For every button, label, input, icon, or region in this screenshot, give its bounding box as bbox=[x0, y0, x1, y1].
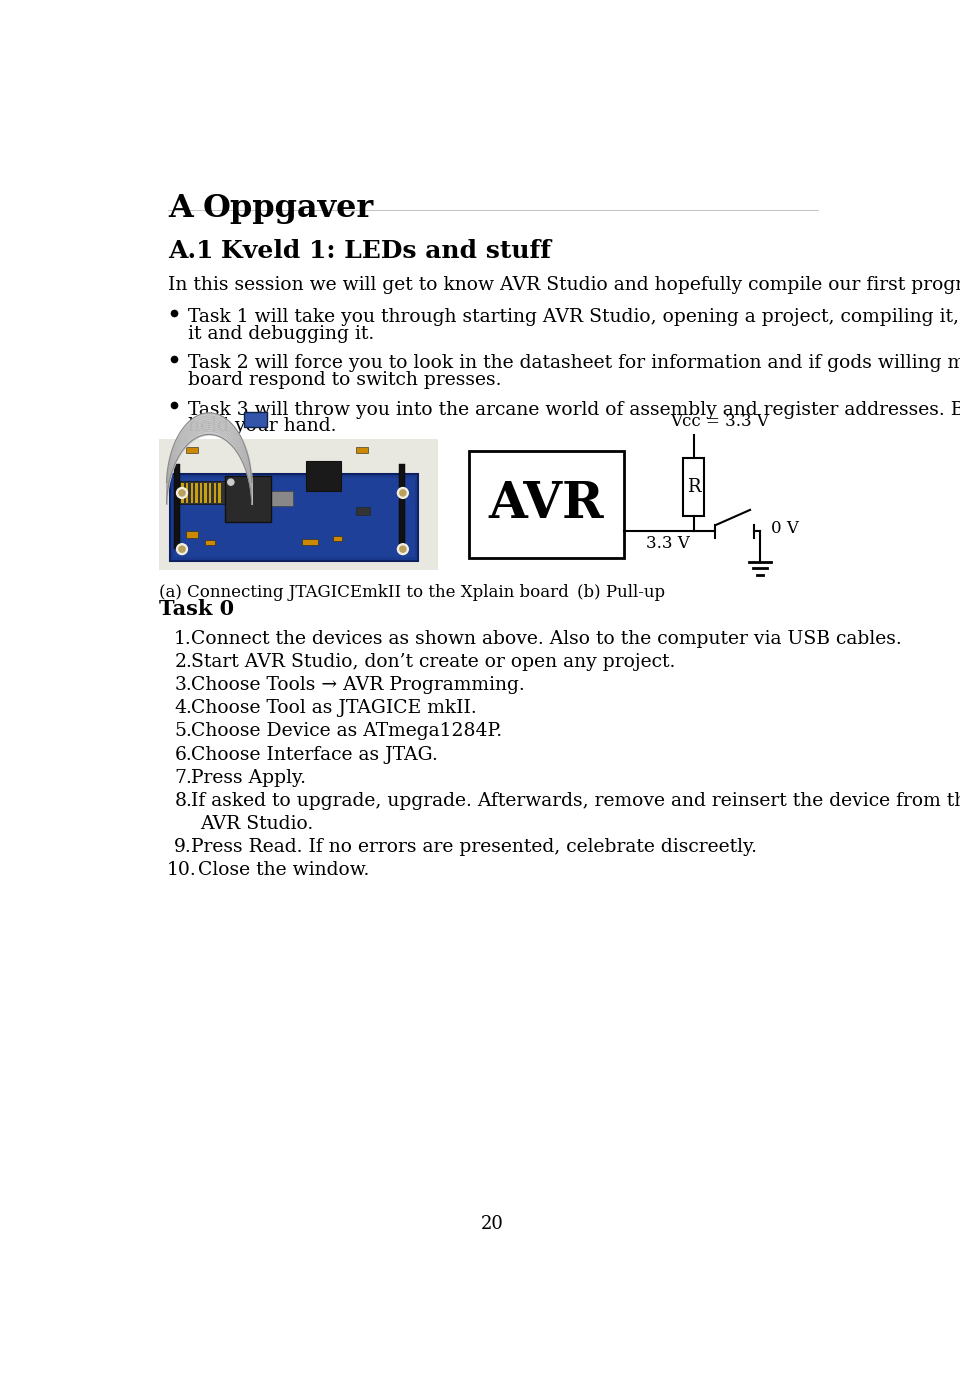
Bar bbox=[175, 465, 180, 549]
Bar bbox=[181, 483, 183, 503]
Bar bbox=[244, 412, 267, 427]
Text: (b) Pull-up: (b) Pull-up bbox=[577, 584, 665, 601]
Bar bbox=[158, 440, 438, 570]
Bar bbox=[200, 483, 203, 503]
Text: Kveld 1: LEDs and stuff: Kveld 1: LEDs and stuff bbox=[221, 239, 551, 263]
Bar bbox=[186, 532, 198, 538]
Text: AVR Studio.: AVR Studio. bbox=[201, 815, 314, 833]
Text: board respond to switch presses.: board respond to switch presses. bbox=[188, 371, 502, 389]
Bar bbox=[333, 536, 343, 542]
Text: A.1: A.1 bbox=[168, 239, 213, 263]
Text: Task 2 will force you to look in the datasheet for information and if gods willi: Task 2 will force you to look in the dat… bbox=[188, 354, 960, 372]
Bar bbox=[179, 482, 225, 504]
Circle shape bbox=[399, 490, 406, 496]
Text: Task 0: Task 0 bbox=[158, 599, 234, 619]
Bar bbox=[356, 447, 368, 454]
Text: 3.: 3. bbox=[175, 676, 192, 694]
Bar bbox=[175, 477, 415, 557]
Bar bbox=[683, 458, 705, 517]
Text: Task 3 will throw you into the arcane world of assembly and register addresses. : Task 3 will throw you into the arcane wo… bbox=[188, 400, 960, 419]
Text: (a) Connecting JTAGICEmkII to the Xplain board: (a) Connecting JTAGICEmkII to the Xplain… bbox=[158, 584, 568, 601]
Bar bbox=[232, 487, 252, 503]
Text: 5.: 5. bbox=[175, 722, 192, 741]
Circle shape bbox=[397, 543, 408, 554]
Text: Choose Tools → AVR Programming.: Choose Tools → AVR Programming. bbox=[191, 676, 525, 694]
Text: Connect the devices as shown above. Also to the computer via USB cables.: Connect the devices as shown above. Also… bbox=[191, 630, 902, 648]
Bar bbox=[186, 483, 188, 503]
Bar bbox=[204, 483, 206, 503]
Bar bbox=[190, 483, 193, 503]
Bar bbox=[225, 476, 271, 522]
Text: 6.: 6. bbox=[175, 745, 192, 763]
Bar bbox=[195, 483, 198, 503]
Text: Choose Tool as JTAGICE mkII.: Choose Tool as JTAGICE mkII. bbox=[191, 699, 477, 717]
Bar bbox=[209, 483, 211, 503]
Text: 4.: 4. bbox=[175, 699, 192, 717]
Circle shape bbox=[179, 546, 185, 552]
Text: 9.: 9. bbox=[175, 837, 192, 855]
Text: it and debugging it.: it and debugging it. bbox=[188, 325, 374, 343]
Text: 2.: 2. bbox=[175, 652, 192, 671]
Text: Task 1 will take you through starting AVR Studio, opening a project, compiling i: Task 1 will take you through starting AV… bbox=[188, 308, 960, 326]
Circle shape bbox=[177, 487, 187, 498]
Text: If asked to upgrade, upgrade. Afterwards, remove and reinsert the device from th: If asked to upgrade, upgrade. Afterwards… bbox=[191, 792, 960, 809]
Text: 10.: 10. bbox=[166, 861, 196, 879]
Bar bbox=[214, 483, 216, 503]
Bar bbox=[356, 507, 371, 515]
Text: 20: 20 bbox=[481, 1215, 503, 1233]
Text: Choose Interface as JTAG.: Choose Interface as JTAG. bbox=[191, 745, 438, 763]
Bar bbox=[306, 461, 341, 491]
Text: 0 V: 0 V bbox=[771, 519, 799, 536]
Bar bbox=[399, 465, 405, 549]
Text: Close the window.: Close the window. bbox=[198, 861, 369, 879]
Circle shape bbox=[397, 487, 408, 498]
Text: In this session we will get to know AVR Studio and hopefully compile our first p: In this session we will get to know AVR … bbox=[168, 276, 960, 294]
Bar bbox=[205, 540, 214, 545]
Bar bbox=[271, 490, 293, 505]
Bar bbox=[302, 539, 318, 545]
Circle shape bbox=[179, 490, 185, 496]
Circle shape bbox=[399, 546, 406, 552]
Text: AVR: AVR bbox=[489, 480, 604, 529]
Circle shape bbox=[228, 479, 234, 486]
Bar bbox=[186, 447, 198, 454]
Text: A: A bbox=[168, 193, 193, 224]
Text: Vcc = 3.3 V: Vcc = 3.3 V bbox=[670, 413, 769, 430]
Text: 1.: 1. bbox=[175, 630, 192, 648]
Text: hold your hand.: hold your hand. bbox=[188, 417, 337, 435]
Text: 7.: 7. bbox=[175, 769, 192, 787]
Bar bbox=[468, 451, 624, 559]
Text: R: R bbox=[686, 479, 700, 496]
Text: Start AVR Studio, don’t create or open any project.: Start AVR Studio, don’t create or open a… bbox=[191, 652, 676, 671]
Text: Oppgaver: Oppgaver bbox=[203, 193, 374, 224]
Text: Press Apply.: Press Apply. bbox=[191, 769, 306, 787]
Text: Press Read. If no errors are presented, celebrate discreetly.: Press Read. If no errors are presented, … bbox=[191, 837, 757, 855]
Bar bbox=[170, 473, 419, 560]
Circle shape bbox=[177, 543, 187, 554]
Text: Choose Device as ATmega1284P.: Choose Device as ATmega1284P. bbox=[191, 722, 502, 741]
Bar bbox=[219, 483, 221, 503]
Text: 8.: 8. bbox=[175, 792, 192, 809]
Text: 3.3 V: 3.3 V bbox=[646, 535, 689, 552]
